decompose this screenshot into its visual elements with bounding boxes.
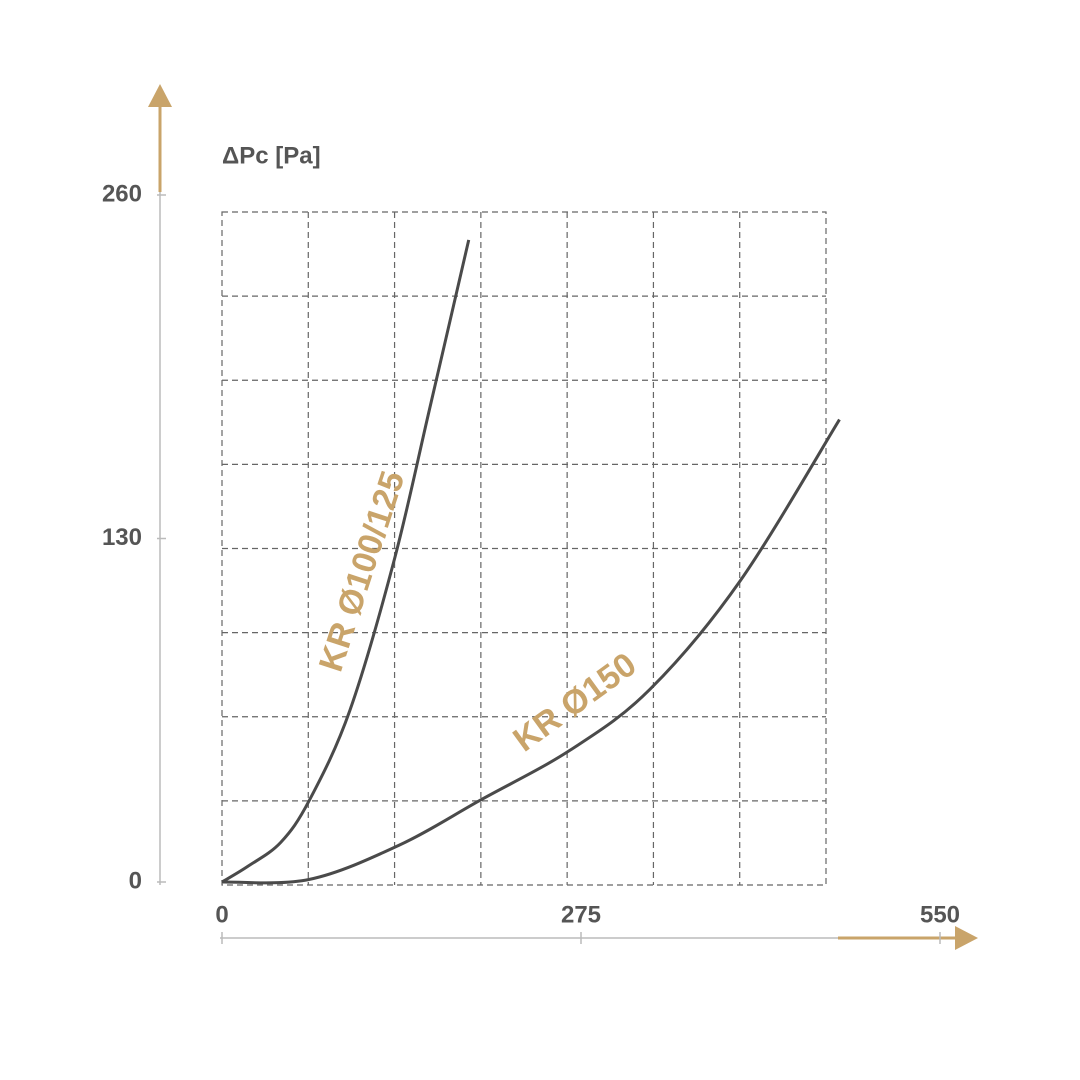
x-tick-label: 550 [920, 901, 960, 928]
y-tick-label: 260 [102, 180, 142, 207]
y-tick-label: 0 [129, 867, 142, 894]
y-arrow-head [148, 84, 172, 107]
series-line [221, 239, 471, 884]
x-arrow-head [955, 926, 978, 950]
y-tick-label: 130 [102, 524, 142, 551]
x-tick-label: 0 [215, 901, 228, 928]
series-line [221, 418, 841, 885]
series-label: KR Ø100/125 [312, 467, 412, 676]
y-axis-title: ΔPc [Pa] [222, 142, 321, 169]
series-label: KR Ø150 [506, 645, 643, 759]
x-tick-label: 275 [561, 901, 601, 928]
